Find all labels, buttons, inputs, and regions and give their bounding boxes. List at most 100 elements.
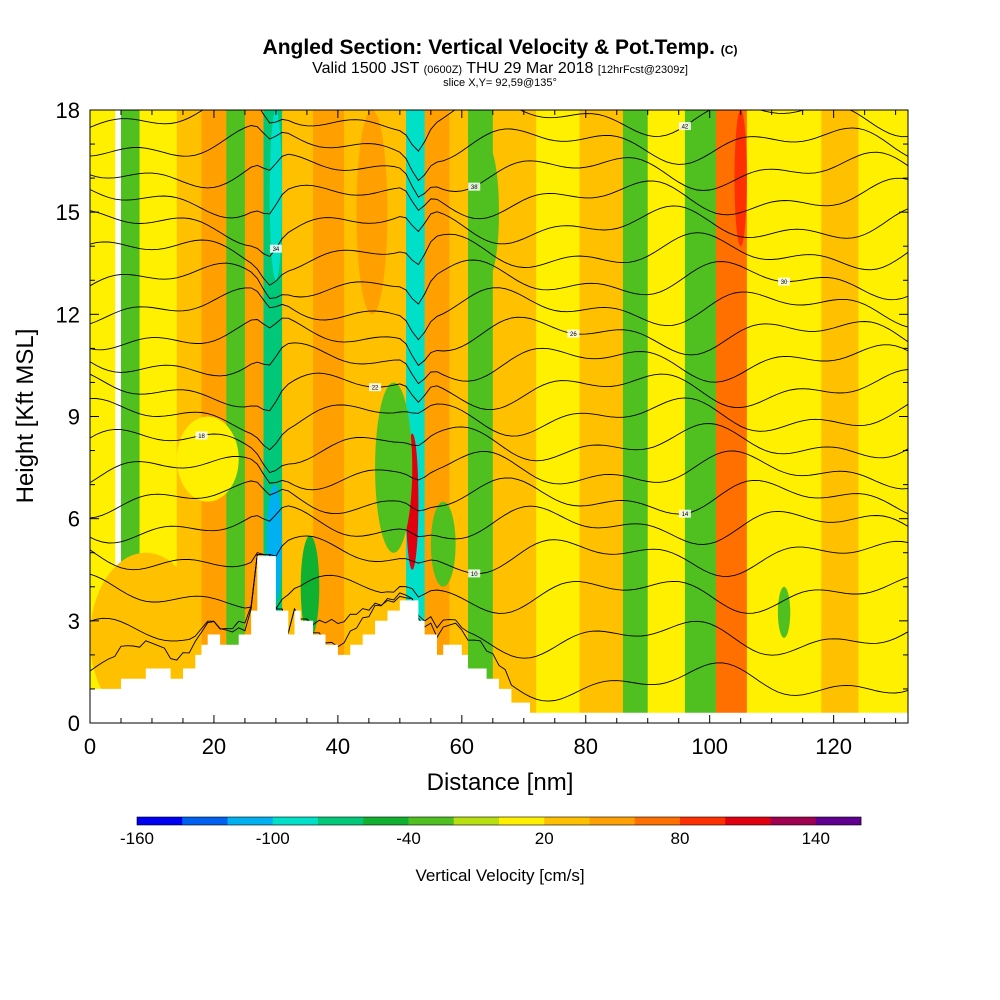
y-tick-label: 12: [56, 302, 80, 327]
y-tick-label: 0: [68, 711, 80, 736]
theta-contour-line: [90, 287, 908, 341]
colorbar-tick-label: -160: [120, 829, 154, 848]
chart-title: Angled Section: Vertical Velocity & Pot.…: [262, 36, 738, 59]
chart-slice-label: slice X,Y= 92,59@135°: [443, 77, 557, 89]
colorbar-tick-label: 80: [671, 829, 690, 848]
velocity-band: [226, 110, 246, 723]
colorbar: -160 -100 -40 20 80 140: [120, 816, 862, 848]
x-tick-label: 40: [326, 734, 350, 759]
velocity-band: [821, 110, 859, 723]
theta-contour-line: [90, 342, 908, 385]
theta-contour-label: 18: [198, 434, 205, 440]
colorbar-swatch: [182, 817, 228, 825]
x-axis-label: Distance [nm]: [427, 769, 574, 796]
theta-contour-line: [90, 477, 908, 519]
colorbar-swatch: [137, 817, 183, 825]
theta-contour-label-bg: [778, 277, 791, 286]
terrain: [90, 556, 908, 723]
colorbar-tick-label: 140: [802, 829, 830, 848]
chart-subtitle: Valid 1500 JST (0600Z) THU 29 Mar 2018 […: [312, 60, 688, 77]
theta-contour-line: [90, 259, 908, 305]
x-tick-label: 0: [84, 734, 96, 759]
colorbar-swatch: [363, 817, 409, 825]
x-tick-label: 60: [450, 734, 474, 759]
velocity-cell: [430, 501, 456, 587]
theta-contour-label-bg: [468, 182, 481, 191]
x-tick-label: 80: [574, 734, 598, 759]
x-tick-label: 100: [691, 734, 728, 759]
theta-contour-line: [90, 423, 908, 474]
y-axis: 0 3 6 9 12 15 18: [56, 98, 908, 736]
x-tick-label: 20: [202, 734, 226, 759]
theta-contour-line: [90, 369, 908, 412]
theta-contour-label-bg: [369, 383, 382, 392]
theta-contours: 10 14 18 22 26 30 34 38 42: [90, 110, 908, 702]
theta-contour-line: [90, 553, 908, 659]
y-tick-label: 6: [68, 507, 80, 532]
colorbar-swatch: [227, 817, 274, 825]
theta-contour-label: 38: [471, 185, 478, 191]
colorbar-swatch: [453, 817, 500, 825]
theta-contour-line: [90, 397, 908, 451]
theta-contour-label: 22: [372, 386, 379, 392]
velocity-band: [684, 110, 717, 723]
colorbar-tick-label: 20: [535, 829, 554, 848]
y-tick-label: 18: [56, 98, 80, 123]
velocity-field: [90, 110, 908, 723]
velocity-band: [492, 110, 537, 723]
theta-contour-line: [90, 232, 908, 286]
velocity-cell: [300, 535, 320, 638]
colorbar-swatch: [408, 817, 455, 825]
theta-contour-label: 42: [682, 125, 689, 131]
theta-contour-line: [90, 177, 908, 220]
theta-contour-label-bg: [678, 509, 691, 518]
theta-contour-line: [90, 125, 908, 182]
y-tick-label: 3: [68, 609, 80, 634]
velocity-cell: [777, 586, 791, 638]
theta-contour-label: 14: [682, 512, 689, 518]
velocity-cell: [269, 110, 283, 281]
colorbar-swatch: [770, 817, 817, 825]
colorbar-swatch: [318, 817, 364, 825]
terrain-mask: [90, 556, 908, 723]
colorbar-swatch: [589, 817, 636, 825]
colorbar-swatch: [725, 817, 771, 825]
velocity-band: [449, 110, 469, 723]
colorbar-label: Vertical Velocity [cm/s]: [415, 866, 584, 885]
colorbar-swatch: [815, 817, 862, 825]
velocity-band: [201, 110, 227, 723]
theta-contour-line: [90, 553, 908, 702]
velocity-band: [313, 110, 345, 723]
colorbar-swatch: [499, 817, 545, 825]
y-tick-label: 9: [68, 405, 80, 430]
theta-contour-label-bg: [468, 569, 481, 578]
colorbar-tick-label: -100: [256, 829, 290, 848]
colorbar-swatch: [272, 817, 319, 825]
theta-contour-label: 26: [570, 332, 577, 338]
colorbar-swatch: [680, 817, 726, 825]
theta-contour-label-bg: [678, 122, 691, 131]
theta-contour-label: 10: [471, 572, 478, 578]
y-axis-label: Height [Kft MSL]: [12, 329, 39, 504]
velocity-band: [536, 110, 581, 723]
theta-contour-line: [90, 151, 908, 198]
theta-contour-label: 30: [781, 280, 788, 286]
velocity-cell: [474, 144, 499, 281]
velocity-band: [647, 110, 686, 723]
velocity-cell: [734, 110, 747, 247]
theta-contour-label-bg: [269, 244, 282, 253]
velocity-cell: [415, 110, 425, 383]
colorbar-swatch: [634, 817, 681, 825]
theta-contour-line: [90, 505, 908, 545]
velocity-cell: [375, 382, 413, 553]
colorbar-frame: [136, 816, 862, 826]
x-axis: 0 20 40 60 80 100 120: [84, 110, 897, 759]
theta-contour-line: [90, 535, 908, 577]
theta-contour-line: [90, 450, 908, 491]
theta-contour-label-bg: [195, 431, 208, 440]
x-tick-label: 120: [815, 734, 852, 759]
colorbar-tick-label: -40: [396, 829, 421, 848]
theta-contour-line: [90, 205, 908, 258]
